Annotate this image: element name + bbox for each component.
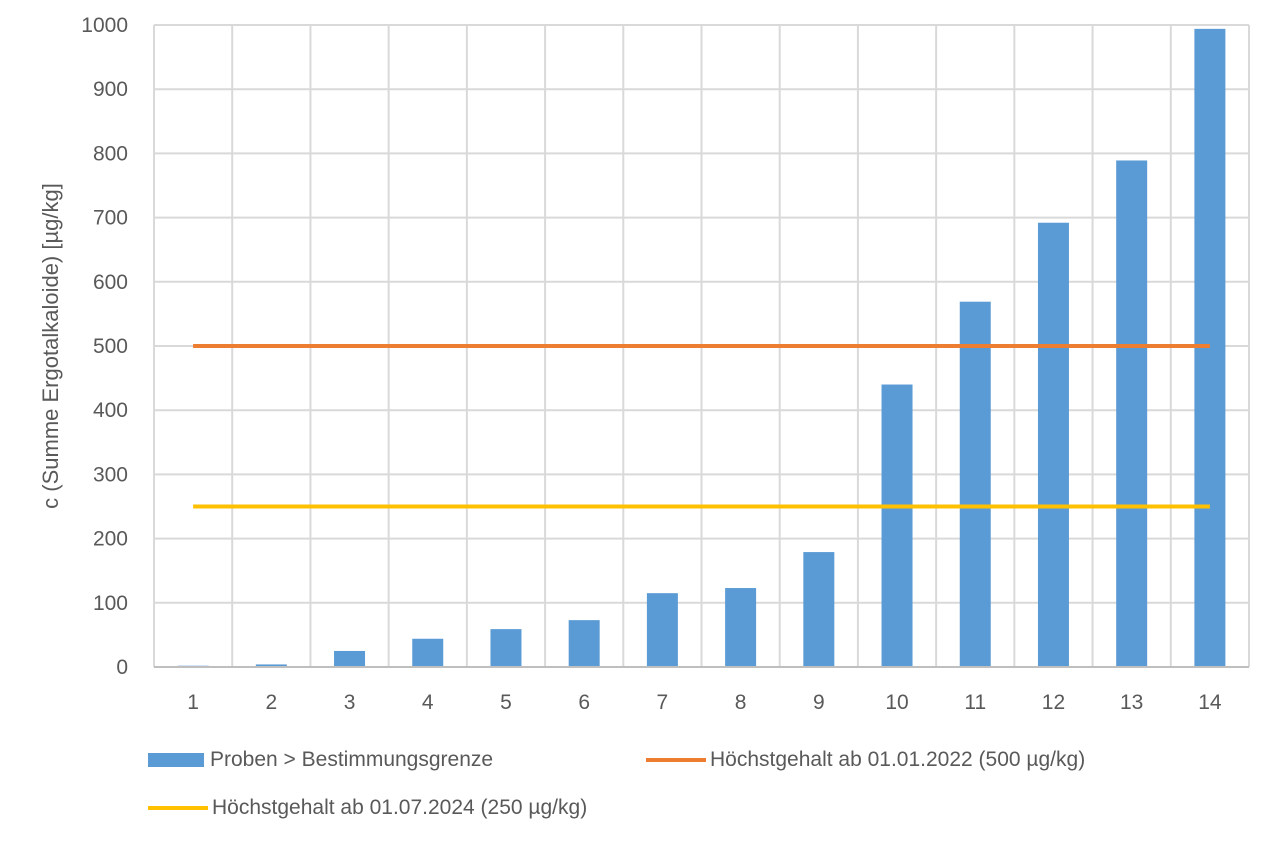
x-tick-label: 10 <box>885 691 908 714</box>
y-axis-label: c (Summe Ergotalkaloide) [µg/kg] <box>38 183 63 509</box>
legend-item-limit-2024: Höchstgehalt ab 01.07.2024 (250 µg/kg) <box>148 796 587 820</box>
bar <box>334 650 366 667</box>
x-tick-label: 5 <box>500 691 512 714</box>
x-tick-label: 1 <box>187 691 199 714</box>
threshold-lines <box>193 344 1210 509</box>
bar <box>725 588 757 667</box>
legend-label: Höchstgehalt ab 01.07.2024 (250 µg/kg) <box>212 796 588 819</box>
legend-label: Proben > Bestimmungsgrenze <box>210 748 494 771</box>
y-tick-label: 200 <box>93 528 128 551</box>
x-tick-label: 6 <box>578 691 590 714</box>
x-tick-label: 8 <box>735 691 747 714</box>
bar <box>1037 222 1069 667</box>
y-tick-label: 100 <box>93 592 128 615</box>
y-tick-label: 700 <box>93 207 128 230</box>
legend-item-limit-2022: Höchstgehalt ab 01.01.2022 (500 µg/kg) <box>646 748 1085 772</box>
bar <box>646 593 678 667</box>
legend-item-bars: Proben > Bestimmungsgrenze <box>148 748 493 772</box>
x-tick-label: 4 <box>422 691 434 714</box>
legend-swatch-bars <box>148 753 204 767</box>
y-tick-label: 1000 <box>81 14 128 37</box>
x-tick-label: 14 <box>1198 691 1222 714</box>
y-tick-label: 400 <box>93 399 128 422</box>
y-tick-label: 0 <box>116 656 128 679</box>
bar <box>803 552 835 667</box>
bar <box>568 620 600 667</box>
x-tick-label: 12 <box>1042 691 1065 714</box>
legend-swatch-line <box>646 758 706 762</box>
x-tick-label: 7 <box>657 691 669 714</box>
bar <box>1116 160 1148 667</box>
legend-swatch-line <box>148 806 208 810</box>
x-tick-label: 9 <box>813 691 825 714</box>
x-tick-label: 13 <box>1120 691 1143 714</box>
bar <box>959 301 991 667</box>
bar <box>490 629 522 667</box>
bar-series <box>177 28 1226 668</box>
bar <box>412 638 444 667</box>
x-tick-label: 2 <box>265 691 277 714</box>
y-tick-label: 800 <box>93 142 128 165</box>
y-tick-label: 900 <box>93 78 128 101</box>
y-tick-label: 300 <box>93 463 128 486</box>
y-tick-label: 500 <box>93 335 128 358</box>
x-tick-label: 11 <box>964 691 986 714</box>
bar <box>881 384 913 667</box>
x-tick-label: 3 <box>344 691 356 714</box>
legend-label: Höchstgehalt ab 01.01.2022 (500 µg/kg) <box>710 748 1086 771</box>
y-tick-label: 600 <box>93 271 128 294</box>
bar <box>255 664 287 667</box>
